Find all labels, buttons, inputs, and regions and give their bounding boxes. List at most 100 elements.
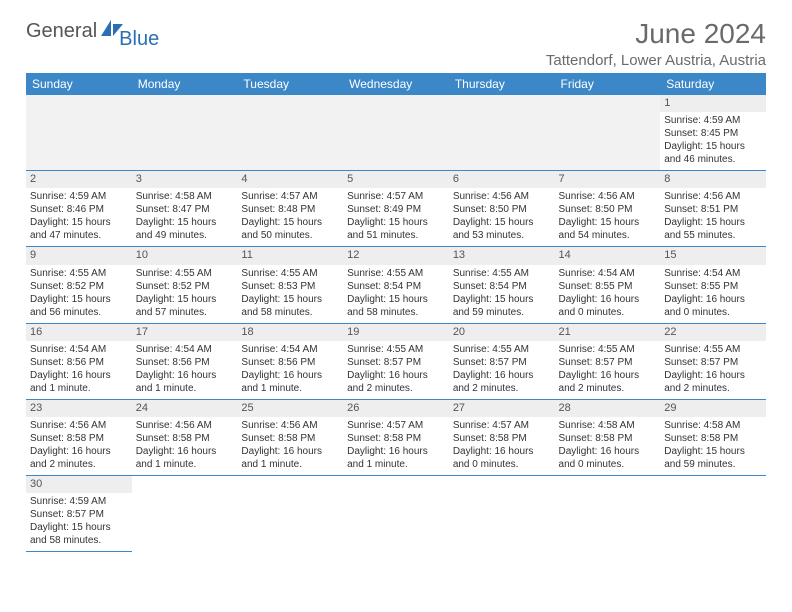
day-cell: 2Sunrise: 4:59 AMSunset: 8:46 PMDaylight… (26, 171, 132, 247)
weekday-header: Wednesday (343, 73, 449, 95)
sunset-line: Sunset: 8:58 PM (241, 432, 339, 445)
empty-cell (449, 95, 555, 171)
sunrise-line: Sunrise: 4:55 AM (241, 267, 339, 280)
day-number: 15 (660, 247, 766, 264)
sunset-line: Sunset: 8:58 PM (347, 432, 445, 445)
day-number: 3 (132, 171, 238, 188)
calendar-row: 9Sunrise: 4:55 AMSunset: 8:52 PMDaylight… (26, 247, 766, 323)
daylight-line: Daylight: 15 hours and 58 minutes. (30, 521, 128, 547)
daylight-line: Daylight: 16 hours and 0 minutes. (453, 445, 551, 471)
calendar-row: 30Sunrise: 4:59 AMSunset: 8:57 PMDayligh… (26, 475, 766, 551)
sunset-line: Sunset: 8:54 PM (347, 280, 445, 293)
calendar-row: 23Sunrise: 4:56 AMSunset: 8:58 PMDayligh… (26, 399, 766, 475)
sunset-line: Sunset: 8:48 PM (241, 203, 339, 216)
day-body: Sunrise: 4:58 AMSunset: 8:58 PMDaylight:… (555, 417, 661, 475)
day-number: 9 (26, 247, 132, 264)
calendar-row: 2Sunrise: 4:59 AMSunset: 8:46 PMDaylight… (26, 171, 766, 247)
sunset-line: Sunset: 8:58 PM (664, 432, 762, 445)
daylight-line: Daylight: 16 hours and 2 minutes. (559, 369, 657, 395)
daylight-line: Daylight: 16 hours and 1 minute. (136, 369, 234, 395)
day-cell: 21Sunrise: 4:55 AMSunset: 8:57 PMDayligh… (555, 323, 661, 399)
sunrise-line: Sunrise: 4:57 AM (347, 190, 445, 203)
sunrise-line: Sunrise: 4:55 AM (347, 267, 445, 280)
sunrise-line: Sunrise: 4:55 AM (664, 343, 762, 356)
sunset-line: Sunset: 8:47 PM (136, 203, 234, 216)
day-cell: 30Sunrise: 4:59 AMSunset: 8:57 PMDayligh… (26, 475, 132, 551)
daylight-line: Daylight: 15 hours and 55 minutes. (664, 216, 762, 242)
sunset-line: Sunset: 8:57 PM (347, 356, 445, 369)
sunset-line: Sunset: 8:58 PM (559, 432, 657, 445)
sunrise-line: Sunrise: 4:56 AM (136, 419, 234, 432)
day-body: Sunrise: 4:58 AMSunset: 8:58 PMDaylight:… (660, 417, 766, 475)
day-cell: 22Sunrise: 4:55 AMSunset: 8:57 PMDayligh… (660, 323, 766, 399)
title-block: June 2024 Tattendorf, Lower Austria, Aus… (546, 18, 766, 69)
sunrise-line: Sunrise: 4:56 AM (664, 190, 762, 203)
sunset-line: Sunset: 8:50 PM (559, 203, 657, 216)
sunrise-line: Sunrise: 4:56 AM (559, 190, 657, 203)
sunrise-line: Sunrise: 4:57 AM (347, 419, 445, 432)
daylight-line: Daylight: 16 hours and 0 minutes. (664, 293, 762, 319)
daylight-line: Daylight: 16 hours and 0 minutes. (559, 445, 657, 471)
empty-cell (237, 95, 343, 171)
day-number: 13 (449, 247, 555, 264)
empty-cell (555, 475, 661, 551)
sunset-line: Sunset: 8:54 PM (453, 280, 551, 293)
day-cell: 17Sunrise: 4:54 AMSunset: 8:56 PMDayligh… (132, 323, 238, 399)
day-body: Sunrise: 4:54 AMSunset: 8:56 PMDaylight:… (26, 341, 132, 399)
daylight-line: Daylight: 16 hours and 2 minutes. (30, 445, 128, 471)
day-body: Sunrise: 4:58 AMSunset: 8:47 PMDaylight:… (132, 188, 238, 246)
day-cell: 5Sunrise: 4:57 AMSunset: 8:49 PMDaylight… (343, 171, 449, 247)
day-body: Sunrise: 4:56 AMSunset: 8:50 PMDaylight:… (555, 188, 661, 246)
sunset-line: Sunset: 8:57 PM (453, 356, 551, 369)
daylight-line: Daylight: 16 hours and 1 minute. (347, 445, 445, 471)
calendar-table: SundayMondayTuesdayWednesdayThursdayFrid… (26, 73, 766, 552)
day-cell: 18Sunrise: 4:54 AMSunset: 8:56 PMDayligh… (237, 323, 343, 399)
sunrise-line: Sunrise: 4:57 AM (453, 419, 551, 432)
day-body: Sunrise: 4:55 AMSunset: 8:52 PMDaylight:… (26, 265, 132, 323)
day-cell: 15Sunrise: 4:54 AMSunset: 8:55 PMDayligh… (660, 247, 766, 323)
day-body: Sunrise: 4:54 AMSunset: 8:56 PMDaylight:… (237, 341, 343, 399)
daylight-line: Daylight: 15 hours and 49 minutes. (136, 216, 234, 242)
day-cell: 27Sunrise: 4:57 AMSunset: 8:58 PMDayligh… (449, 399, 555, 475)
day-cell: 13Sunrise: 4:55 AMSunset: 8:54 PMDayligh… (449, 247, 555, 323)
day-number: 26 (343, 400, 449, 417)
sunset-line: Sunset: 8:52 PM (136, 280, 234, 293)
day-cell: 11Sunrise: 4:55 AMSunset: 8:53 PMDayligh… (237, 247, 343, 323)
daylight-line: Daylight: 15 hours and 54 minutes. (559, 216, 657, 242)
daylight-line: Daylight: 16 hours and 2 minutes. (664, 369, 762, 395)
day-number: 24 (132, 400, 238, 417)
day-cell: 8Sunrise: 4:56 AMSunset: 8:51 PMDaylight… (660, 171, 766, 247)
day-number: 30 (26, 476, 132, 493)
sunrise-line: Sunrise: 4:55 AM (136, 267, 234, 280)
sunset-line: Sunset: 8:51 PM (664, 203, 762, 216)
day-body: Sunrise: 4:55 AMSunset: 8:52 PMDaylight:… (132, 265, 238, 323)
weekday-header-row: SundayMondayTuesdayWednesdayThursdayFrid… (26, 73, 766, 95)
day-body: Sunrise: 4:56 AMSunset: 8:58 PMDaylight:… (237, 417, 343, 475)
day-body: Sunrise: 4:56 AMSunset: 8:58 PMDaylight:… (26, 417, 132, 475)
calendar-row: 16Sunrise: 4:54 AMSunset: 8:56 PMDayligh… (26, 323, 766, 399)
daylight-line: Daylight: 15 hours and 47 minutes. (30, 216, 128, 242)
sunset-line: Sunset: 8:49 PM (347, 203, 445, 216)
day-number: 17 (132, 324, 238, 341)
empty-cell (660, 475, 766, 551)
day-body: Sunrise: 4:55 AMSunset: 8:54 PMDaylight:… (449, 265, 555, 323)
sunset-line: Sunset: 8:57 PM (559, 356, 657, 369)
day-number: 28 (555, 400, 661, 417)
sunrise-line: Sunrise: 4:55 AM (453, 267, 551, 280)
day-number: 2 (26, 171, 132, 188)
weekday-header: Saturday (660, 73, 766, 95)
day-cell: 7Sunrise: 4:56 AMSunset: 8:50 PMDaylight… (555, 171, 661, 247)
day-number: 23 (26, 400, 132, 417)
location: Tattendorf, Lower Austria, Austria (546, 52, 766, 69)
sunrise-line: Sunrise: 4:55 AM (559, 343, 657, 356)
empty-cell (132, 475, 238, 551)
day-cell: 29Sunrise: 4:58 AMSunset: 8:58 PMDayligh… (660, 399, 766, 475)
day-body: Sunrise: 4:56 AMSunset: 8:58 PMDaylight:… (132, 417, 238, 475)
day-number: 11 (237, 247, 343, 264)
weekday-header: Thursday (449, 73, 555, 95)
sunrise-line: Sunrise: 4:56 AM (241, 419, 339, 432)
sunrise-line: Sunrise: 4:55 AM (347, 343, 445, 356)
day-cell: 20Sunrise: 4:55 AMSunset: 8:57 PMDayligh… (449, 323, 555, 399)
daylight-line: Daylight: 15 hours and 50 minutes. (241, 216, 339, 242)
sunrise-line: Sunrise: 4:54 AM (30, 343, 128, 356)
